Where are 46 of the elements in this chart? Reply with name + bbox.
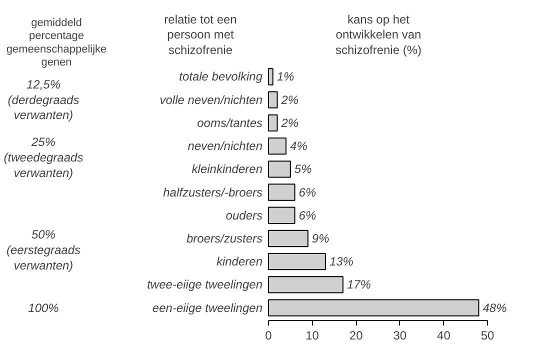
text: 25% (tweedegraads verwanten): [4, 135, 84, 180]
data-label: 5%: [294, 162, 312, 176]
y-tick-label: volle neven/nichten: [160, 92, 263, 107]
y-tick-label: totale bevolking: [179, 70, 263, 84]
bar: [268, 230, 308, 248]
bar: [268, 276, 344, 294]
bar: [268, 252, 326, 270]
y-tick-label: kleinkinderen: [192, 162, 263, 176]
y-tick-label: neven/nichten: [188, 139, 263, 154]
text: gemiddeld percentage gemeenschappelijke genen: [6, 17, 107, 69]
bar: [268, 91, 278, 108]
y-tick-label: een-eiige tweelingen: [152, 300, 263, 315]
bar: [268, 184, 296, 201]
y-tick-label: halfzusters/-broers: [163, 185, 263, 200]
x-tick-label: 10: [306, 328, 320, 342]
bar: [268, 68, 274, 86]
bar: [268, 114, 278, 132]
x-tick-label: 20: [349, 328, 364, 342]
text: 12,5% (derdegraads verwanten): [8, 77, 80, 122]
x-tick-label: 0: [265, 328, 272, 342]
data-label: 2%: [280, 116, 299, 130]
data-label: 13%: [329, 254, 354, 269]
data-label: 17%: [346, 278, 372, 292]
x-axis-title: kans op het ontwikkelen van schizofrenie (%): [335, 12, 422, 58]
y-axis-title: relatie tot een persoon met schizofrenie: [164, 12, 237, 58]
data-label: 6%: [298, 208, 316, 222]
data-label: 6%: [298, 185, 316, 200]
x-tick-label: 50: [480, 328, 494, 342]
bar: [268, 137, 287, 155]
text: 100%: [28, 300, 60, 315]
y-tick-label: broers/zusters: [186, 231, 263, 246]
bar: [268, 206, 296, 224]
data-label: 9%: [312, 231, 330, 246]
y-tick-label: ooms/tantes: [197, 116, 263, 130]
bar: [268, 299, 480, 316]
data-label: 2%: [280, 92, 299, 107]
data-label: 1%: [276, 70, 295, 84]
y-tick-label: ouders: [226, 208, 263, 222]
text: 50% (eerstegraads verwanten): [6, 228, 81, 272]
y-tick-label: twee-eiige tweelingen: [147, 278, 263, 292]
bar: [268, 160, 291, 178]
x-tick-label: 40: [437, 328, 451, 342]
y-tick-label: kinderen: [216, 254, 263, 269]
data-label: 48%: [482, 300, 508, 315]
x-tick-label: 30: [393, 328, 407, 342]
data-label: 4%: [290, 139, 308, 154]
